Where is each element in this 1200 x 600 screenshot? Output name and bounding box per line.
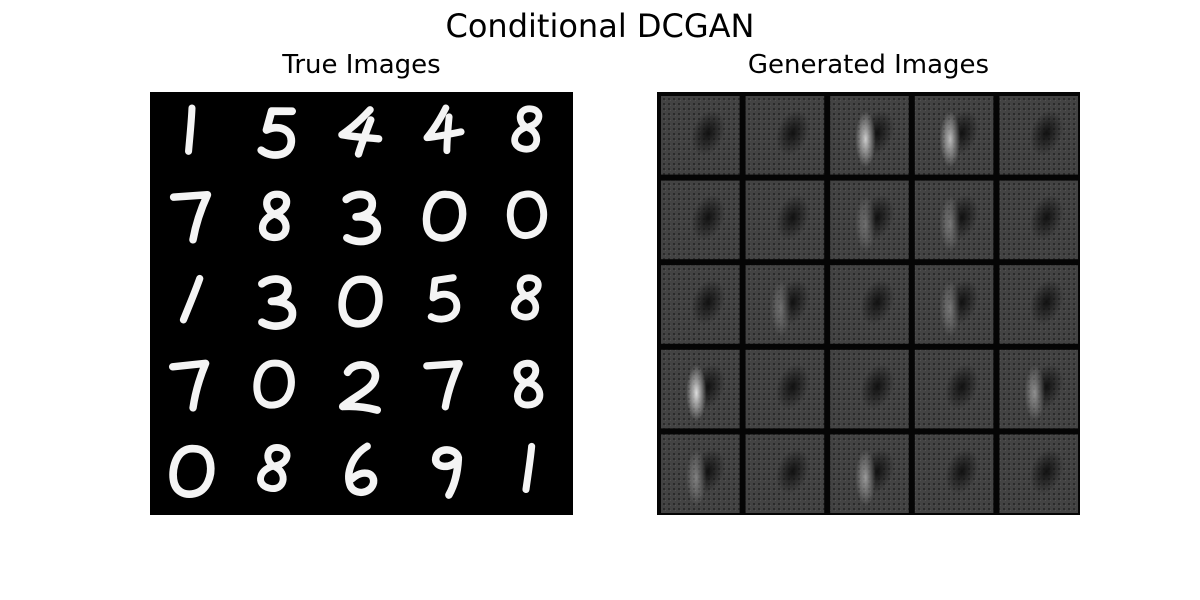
generated-digit-image — [745, 180, 825, 260]
true-digit-image — [522, 442, 536, 494]
digit-stroke — [338, 106, 383, 158]
digit-stroke — [258, 190, 291, 242]
digit-stroke — [427, 274, 461, 323]
digit-stroke — [522, 442, 536, 494]
true-digit-image — [257, 444, 291, 492]
true-digit-image — [432, 446, 463, 499]
true-digit-image — [513, 359, 544, 409]
true-digit-image — [179, 274, 204, 324]
generated-digit-image — [999, 434, 1078, 513]
true-digit-image — [168, 359, 210, 412]
true-digit-image — [423, 104, 465, 155]
true-digit-image — [506, 190, 548, 239]
digit-stroke — [258, 275, 297, 330]
true-digit-image — [169, 444, 215, 498]
digit-stroke — [506, 190, 548, 239]
generated-digit-image — [830, 349, 909, 429]
generated-digit-image — [914, 349, 994, 429]
digit-stroke — [168, 359, 210, 412]
true-digit-image — [423, 360, 463, 411]
true-digit-image — [345, 442, 378, 496]
generated-digit-image — [661, 96, 740, 175]
generated-digit-image — [999, 349, 1078, 429]
digit-stroke — [513, 359, 544, 409]
generated-digit-image — [661, 434, 740, 513]
generated-digit-image — [661, 265, 740, 344]
digit-stroke — [432, 446, 463, 499]
digit-stroke — [185, 104, 196, 155]
true-digit-image — [511, 274, 542, 321]
generated-digit-image — [999, 96, 1078, 175]
generated-digit-image — [914, 265, 994, 344]
generated-digit-image — [999, 180, 1078, 260]
true-images-grid — [150, 92, 573, 515]
true-images-canvas — [168, 104, 548, 499]
digit-stroke — [169, 190, 212, 244]
digit-stroke — [511, 105, 543, 153]
generated-digit-image — [661, 349, 740, 429]
true-digit-image — [257, 107, 297, 159]
digit-stroke — [257, 444, 291, 492]
generated-digit-image — [830, 180, 909, 260]
digit-stroke — [338, 275, 383, 328]
true-digit-image — [169, 190, 212, 244]
digit-stroke — [338, 361, 382, 414]
figure-title: Conditional DCGAN — [445, 7, 755, 45]
generated-digit-image — [745, 265, 825, 344]
generated-digit-image — [914, 96, 994, 175]
true-digit-image — [338, 106, 383, 158]
generated-digit-image — [661, 180, 740, 260]
generated-images-canvas — [657, 92, 1080, 515]
digit-stroke — [179, 274, 204, 324]
generated-digit-image — [914, 434, 994, 513]
generated-digit-image — [914, 180, 994, 260]
digit-stroke — [345, 442, 378, 496]
true-images-title: True Images — [282, 50, 441, 80]
true-digit-image — [338, 275, 383, 328]
generated-digit-image — [745, 96, 825, 175]
true-digit-image — [253, 359, 295, 409]
generated-digit-image — [745, 349, 825, 429]
digit-stroke — [342, 190, 382, 246]
generated-images-title: Generated Images — [747, 50, 990, 80]
true-digit-image — [258, 275, 297, 330]
generated-images-grid — [657, 92, 1080, 515]
digit-stroke — [423, 104, 465, 155]
digit-stroke — [169, 444, 215, 498]
true-digit-image — [342, 190, 382, 246]
generated-digit-image — [830, 265, 909, 344]
digit-stroke — [253, 359, 295, 409]
true-digit-image — [422, 190, 467, 242]
digit-stroke — [423, 360, 463, 411]
generated-digit-image — [999, 265, 1078, 344]
generated-digit-image — [830, 434, 909, 513]
digit-stroke — [511, 274, 542, 321]
true-digit-image — [338, 361, 382, 414]
generated-digit-image — [830, 96, 909, 175]
true-digit-image — [511, 105, 543, 153]
digit-stroke — [257, 107, 297, 159]
generated-digit-image — [745, 434, 825, 513]
true-digit-image — [258, 190, 291, 242]
true-digit-image — [185, 104, 196, 155]
true-digit-image — [427, 274, 461, 323]
digit-stroke — [422, 190, 467, 242]
